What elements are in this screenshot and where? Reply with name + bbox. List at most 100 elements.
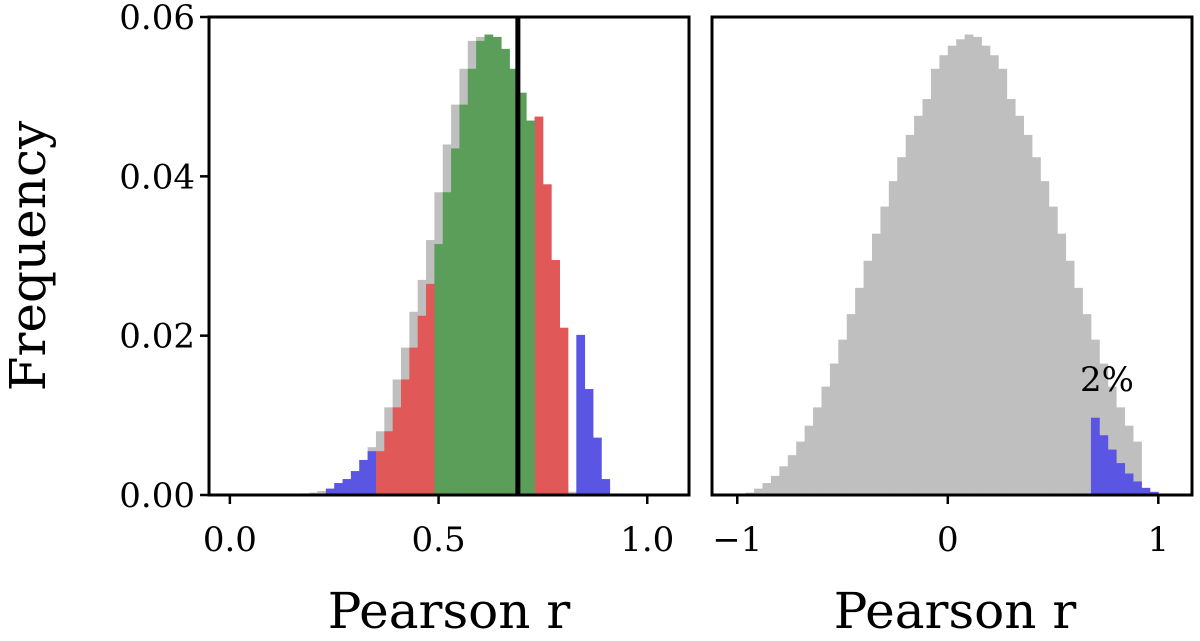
left-bar-green (434, 244, 444, 495)
right-bar-gray (905, 134, 915, 495)
right-bar-gray (1133, 441, 1142, 495)
left-bar-red (392, 407, 402, 495)
left-bar-green (442, 192, 452, 495)
right-bar-gray (981, 45, 991, 496)
tail-percentage-annotation: 2% (1080, 360, 1134, 400)
left-bar-red (401, 379, 410, 495)
right-bar-gray (846, 314, 856, 495)
left-bar-blue (584, 389, 594, 495)
y-axis-label: Frequency (0, 120, 57, 391)
right-bar-gray (1090, 339, 1100, 495)
left-bar-blue (576, 334, 586, 495)
left-y-tick-label: 0.02 (119, 317, 195, 357)
right-bar-blue (1099, 435, 1109, 495)
left-bar-blue (334, 483, 343, 495)
left-bar-green (451, 148, 460, 495)
right-x-tick-label: −1 (712, 520, 762, 560)
left-histogram-bars (300, 34, 611, 496)
left-y-ticks: 0.00 0.02 0.04 0.06 (119, 0, 209, 516)
right-bar-gray (1065, 260, 1075, 495)
right-bar-blue (1133, 481, 1142, 495)
right-bar-gray (897, 157, 907, 495)
right-bar-gray (973, 36, 982, 496)
right-bar-gray (1057, 233, 1067, 495)
right-bar-gray (1015, 115, 1024, 495)
right-bar-blue (1124, 473, 1134, 495)
left-x-ticks: 0.0 0.5 1.0 (203, 495, 674, 560)
right-panel: −1 0 1 2% Pearson r (710, 15, 1194, 640)
left-bar-blue (342, 479, 352, 495)
right-bar-gray (1099, 363, 1109, 495)
right-bar-gray (821, 386, 831, 495)
right-bar-gray (838, 339, 848, 495)
left-x-tick-label: 0.5 (412, 520, 466, 560)
right-bar-gray (998, 68, 1008, 495)
left-bar-green (467, 68, 477, 495)
left-bar-gray (567, 491, 577, 495)
right-bar-gray (804, 425, 814, 495)
right-bar-gray (770, 475, 780, 495)
right-bar-blue (1141, 487, 1151, 495)
left-bar-blue (350, 471, 360, 495)
right-bar-gray (787, 455, 797, 495)
right-bar-gray (872, 233, 881, 495)
right-bar-gray (1107, 386, 1117, 495)
right-bar-gray (1040, 181, 1050, 496)
left-bar-red (384, 431, 394, 495)
right-plot-frame (710, 15, 1194, 497)
left-bar-green (492, 36, 502, 496)
left-bar-red (426, 283, 435, 495)
right-bar-gray (796, 441, 806, 495)
right-bar-gray (964, 34, 974, 495)
right-histogram-bars (745, 34, 1159, 496)
right-bar-gray (863, 260, 873, 495)
right-x-tick-label: 1 (1147, 520, 1169, 560)
right-bar-gray (1048, 206, 1058, 496)
left-bar-red (559, 327, 569, 495)
left-bar-blue (601, 479, 611, 495)
right-bar-gray (1124, 425, 1134, 495)
right-bar-gray (1082, 314, 1092, 495)
right-bar-gray (1116, 407, 1126, 495)
right-bar-blue (1090, 417, 1100, 495)
left-bar-green (459, 104, 469, 495)
right-bar-gray (779, 466, 789, 495)
left-bar-green (484, 34, 494, 495)
left-bar-green (526, 120, 535, 495)
left-bar-blue (325, 488, 335, 495)
left-y-tick-label: 0.00 (119, 476, 195, 516)
left-bar-blue (593, 437, 602, 495)
right-bar-gray (829, 363, 839, 495)
left-x-tick-label: 0.0 (203, 520, 257, 560)
left-panel: 0.0 0.5 1.0 0.00 0.02 0.04 0.06 Pearson r Fre… (0, 0, 691, 640)
right-x-ticks: −1 0 1 (712, 495, 1169, 560)
right-bar-gray (813, 407, 822, 495)
left-plot-frame (207, 15, 691, 497)
right-bar-gray (939, 55, 949, 496)
left-bar-red (375, 451, 385, 495)
right-x-tick-label: 0 (937, 520, 959, 560)
left-bar-green (476, 40, 485, 496)
right-bar-gray (947, 45, 957, 496)
right-bar-gray (914, 115, 923, 495)
left-bar-red (551, 259, 561, 495)
right-bar-gray (989, 55, 999, 496)
right-bar-gray (1032, 157, 1041, 495)
left-bar-blue (359, 459, 369, 495)
right-bar-gray (888, 181, 898, 496)
left-bar-green (501, 48, 510, 496)
right-bar-blue (1116, 463, 1126, 495)
right-bar-gray (922, 99, 932, 495)
left-x-tick-label: 1.0 (620, 520, 674, 560)
left-bar-red (542, 184, 552, 496)
left-bar-green (517, 92, 527, 496)
left-y-tick-label: 0.06 (119, 0, 195, 38)
right-bar-gray (855, 287, 864, 495)
left-x-axis-label: Pearson r (328, 582, 571, 640)
left-y-tick-label: 0.04 (119, 157, 195, 197)
left-bar-green (509, 68, 519, 495)
left-bar-blue (367, 451, 377, 495)
right-bar-gray (754, 488, 763, 495)
right-bar-gray (1006, 99, 1016, 495)
